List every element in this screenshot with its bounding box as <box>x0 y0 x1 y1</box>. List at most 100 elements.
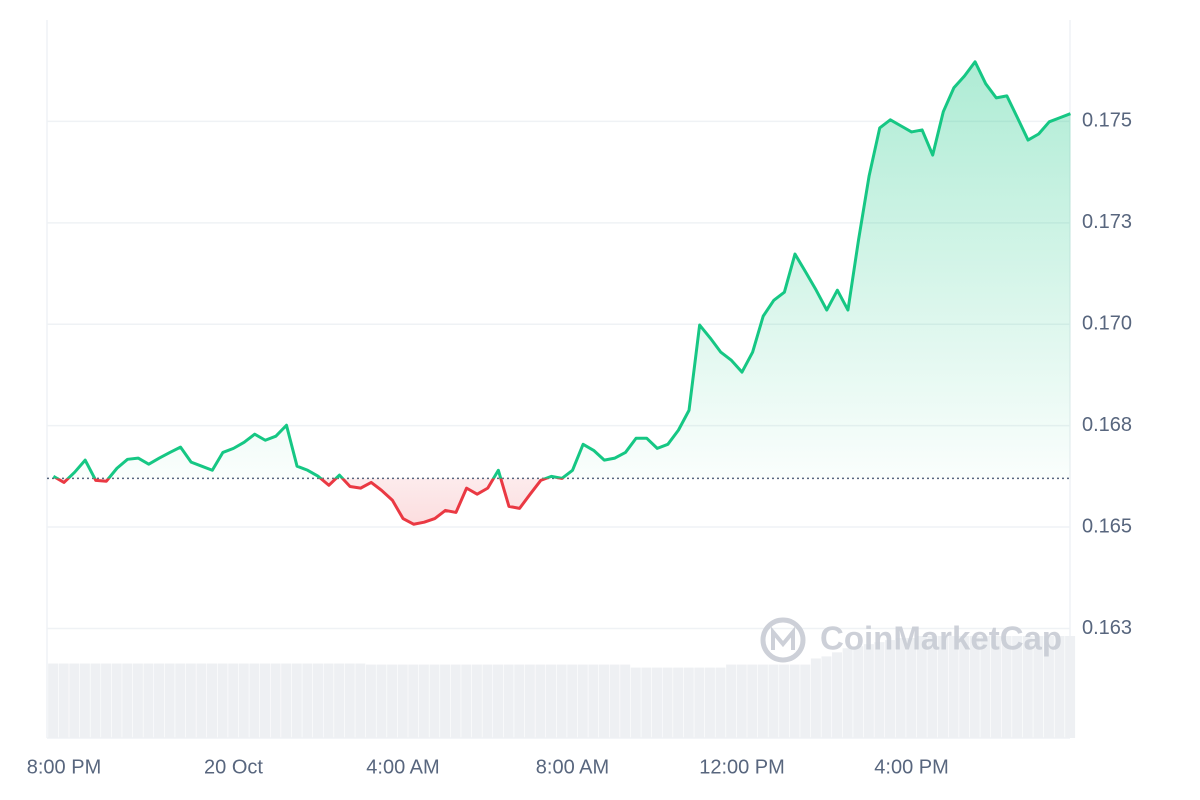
volume-bar <box>90 663 101 738</box>
plot-layer <box>47 60 1071 526</box>
volume-bar <box>291 663 302 738</box>
volume-bar <box>789 664 800 738</box>
volume-bar <box>969 636 980 738</box>
volume-bar <box>906 638 917 738</box>
volume-bar <box>503 664 514 738</box>
volume-bar <box>1065 636 1076 738</box>
volume-bar <box>715 667 726 738</box>
volume-bar <box>312 663 323 738</box>
volume-bar <box>217 663 228 738</box>
volume-bar <box>1012 636 1023 738</box>
volume-bar <box>821 656 832 738</box>
x-tick-label: 8:00 PM <box>27 756 101 778</box>
volume-bar <box>334 663 345 738</box>
volume-bar <box>249 663 260 738</box>
volume-bar <box>980 636 991 738</box>
volume-bar <box>895 638 906 738</box>
volume-bar <box>726 664 737 738</box>
volume-bar <box>259 663 270 738</box>
y-tick-label: 0.168 <box>1082 414 1132 436</box>
x-tick-label: 12:00 PM <box>699 756 785 778</box>
volume-bar <box>429 664 440 738</box>
volume-bar <box>1022 636 1033 738</box>
y-tick-label: 0.165 <box>1082 515 1132 537</box>
volume-bar <box>471 664 482 738</box>
volume-bar <box>164 663 175 738</box>
volume-bar <box>620 664 631 738</box>
volume-bar <box>387 664 398 738</box>
volume-bar <box>482 664 493 738</box>
volume-bar <box>662 667 673 738</box>
volume-bar <box>694 667 705 738</box>
volume-bar <box>69 663 80 738</box>
volume-bar <box>630 667 641 738</box>
watermark-logo <box>760 617 806 663</box>
x-tick-label: 4:00 AM <box>366 756 439 778</box>
volume-bar <box>281 663 292 738</box>
volume-bar <box>916 636 927 738</box>
watermark-text: CoinMarketCap <box>820 620 1062 657</box>
volume-bar <box>683 667 694 738</box>
volume-bar <box>874 642 885 738</box>
volume-bar <box>355 663 366 738</box>
y-tick-label: 0.170 <box>1082 313 1132 335</box>
volume-bar <box>535 664 546 738</box>
volume-bar <box>450 664 461 738</box>
volume-bar <box>779 664 790 738</box>
volume-bar <box>1033 636 1044 738</box>
volume-bar <box>842 648 853 738</box>
volume-bar <box>154 663 165 738</box>
volume-bar <box>79 663 90 738</box>
volume-bar <box>408 664 419 738</box>
x-tick-label: 8:00 AM <box>536 756 609 778</box>
volume-bar <box>48 663 59 738</box>
volume-bar <box>651 667 662 738</box>
volume-bar <box>757 664 768 738</box>
volume-bar <box>609 664 620 738</box>
x-tick-label: 20 Oct <box>204 756 263 778</box>
volume-bar <box>948 636 959 738</box>
y-tick-label: 0.175 <box>1082 110 1132 132</box>
volume-bar <box>185 663 196 738</box>
volume-bar <box>440 664 451 738</box>
volume-bar <box>132 663 143 738</box>
volume-bar <box>863 644 874 738</box>
volume-bar <box>365 664 376 738</box>
volume-bar <box>832 652 843 738</box>
volume-bar <box>1054 636 1065 738</box>
volume-bar <box>270 663 281 738</box>
volume-bar <box>376 664 387 738</box>
volume-bar <box>101 663 112 738</box>
volume-bar <box>207 663 218 738</box>
volume-bar <box>990 636 1001 738</box>
volume-bar <box>323 663 334 738</box>
volume-bar <box>111 663 122 738</box>
volume-bar <box>588 664 599 738</box>
x-tick-label: 4:00 PM <box>874 756 948 778</box>
volume-bar <box>58 663 69 738</box>
price-line <box>52 60 1071 526</box>
volume-bar <box>524 664 535 738</box>
volume-bar <box>175 663 186 738</box>
volume-bar <box>598 664 609 738</box>
volume-bar <box>418 664 429 738</box>
volume-bar <box>122 663 133 738</box>
volume-bar <box>556 664 567 738</box>
volume-bar <box>800 664 811 738</box>
volume-bar <box>196 663 207 738</box>
volume-bar <box>344 663 355 738</box>
price-area <box>53 61 1071 525</box>
volume-layer <box>48 636 1076 738</box>
volume-bar <box>704 667 715 738</box>
volume-bar <box>514 664 525 738</box>
volume-bar <box>302 663 313 738</box>
volume-bar <box>228 663 239 738</box>
volume-bar <box>1043 636 1054 738</box>
volume-bar <box>937 636 948 738</box>
volume-bar <box>736 664 747 738</box>
volume-bar <box>546 664 557 738</box>
volume-bar <box>853 646 864 738</box>
watermark-logo <box>771 626 795 650</box>
volume-bar <box>577 664 588 738</box>
